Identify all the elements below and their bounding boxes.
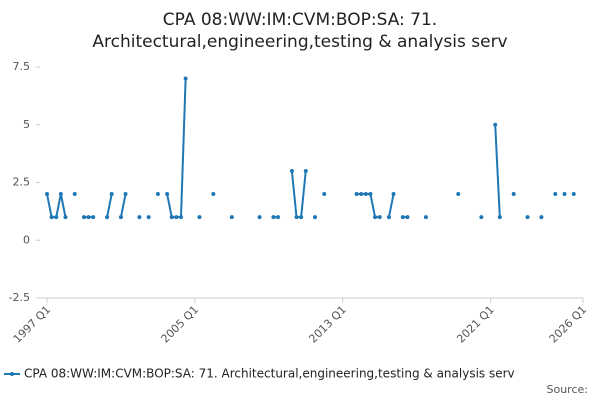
data-point [105,215,110,220]
data-point [456,192,461,197]
data-point [146,215,151,220]
data-point [497,215,502,220]
data-point [553,192,558,197]
data-point [91,215,96,220]
data-point [276,215,281,220]
data-point [525,215,530,220]
data-point [45,192,49,197]
data-point [493,122,498,127]
data-point [289,168,294,173]
x-tick-label: 2026 Q1 [547,303,590,346]
data-point [322,192,327,197]
data-point [386,215,391,220]
data-point [294,215,299,220]
data-point [299,215,304,220]
data-point [63,215,68,220]
data-point [571,192,576,197]
data-point [313,215,317,220]
series-line [47,79,574,218]
data-point [368,192,373,197]
data-point [118,215,123,220]
data-point [377,215,382,220]
legend-marker [10,372,14,376]
data-point [169,215,174,220]
data-point [373,215,378,220]
data-point [359,192,364,197]
source: Source: [547,383,589,396]
data-point [391,192,396,197]
y-tick-label: 0 [23,233,30,246]
data-point [54,215,59,220]
data-point [423,215,428,220]
data-point [363,192,368,197]
data-point [165,192,170,197]
data-point [303,168,308,173]
data-point [257,215,262,220]
data-point [354,192,359,197]
data-point [562,192,567,197]
data-point [123,192,128,197]
x-tick-label: 2021 Q1 [454,303,497,346]
data-point [174,215,179,220]
chart-title: CPA 08:WW:IM:CVM:BOP:SA: 71. [163,10,437,30]
chart-title: Architectural,engineering,testing & anal… [92,32,507,52]
data-point [479,215,484,220]
data-point [400,215,405,220]
x-tick-label: 2005 Q1 [159,303,202,346]
data-point [405,215,410,220]
data-point [183,76,188,81]
y-tick-label: 5 [23,118,30,131]
data-point [49,215,54,220]
data-point [86,215,91,220]
x-tick-label: 2013 Q1 [306,303,349,346]
y-tick-label: 2.5 [13,176,31,189]
data-point [229,215,234,220]
data-point [155,192,160,197]
y-tick-label: -2.5 [9,291,30,304]
data-point [211,192,216,197]
data-point [511,192,516,197]
data-point [197,215,202,220]
data-point [58,192,63,197]
data-point [109,192,114,197]
data-point [179,215,183,220]
data-point [539,215,544,220]
x-tick-label: 1997 Q1 [11,303,54,346]
data-point [137,215,142,220]
y-tick-label: 7.5 [13,60,31,73]
data-point [271,215,276,220]
legend-label: CPA 08:WW:IM:CVM:BOP:SA: 71. Architectur… [24,367,515,381]
data-point [81,215,86,220]
data-point [72,192,77,197]
